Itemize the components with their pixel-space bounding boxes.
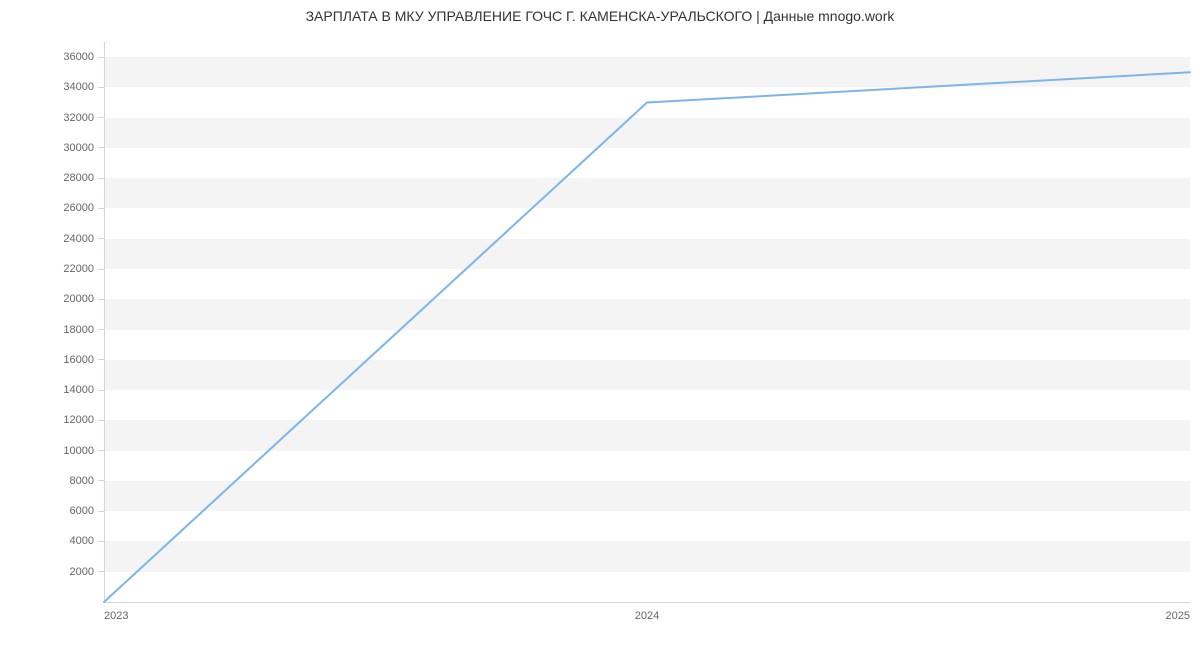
y-tick-label: 16000	[34, 354, 94, 366]
y-tick-label: 22000	[34, 263, 94, 275]
y-tick-label: 4000	[34, 535, 94, 547]
y-tick-label: 34000	[34, 81, 94, 93]
y-tick-label: 12000	[34, 414, 94, 426]
x-tick-label: 2023	[104, 610, 128, 622]
y-tick-label: 36000	[34, 51, 94, 63]
y-tick-label: 8000	[34, 475, 94, 487]
x-tick-label: 2024	[635, 610, 659, 622]
y-tick-label: 6000	[34, 505, 94, 517]
y-tick-label: 24000	[34, 233, 94, 245]
y-tick-label: 32000	[34, 112, 94, 124]
y-tick-label: 18000	[34, 324, 94, 336]
plot-area: 2000400060008000100001200014000160001800…	[104, 42, 1190, 602]
salary-line-chart: ЗАРПЛАТА В МКУ УПРАВЛЕНИЕ ГОЧС Г. КАМЕНС…	[0, 0, 1200, 650]
series-line	[104, 42, 1190, 602]
y-tick-label: 2000	[34, 566, 94, 578]
y-tick-label: 10000	[34, 445, 94, 457]
y-tick-label: 26000	[34, 202, 94, 214]
x-tick-label: 2025	[1166, 610, 1190, 622]
chart-title: ЗАРПЛАТА В МКУ УПРАВЛЕНИЕ ГОЧС Г. КАМЕНС…	[0, 8, 1200, 24]
y-tick-label: 20000	[34, 293, 94, 305]
y-tick-label: 30000	[34, 142, 94, 154]
y-tick-label: 28000	[34, 172, 94, 184]
x-axis-line	[104, 602, 1190, 603]
y-tick-label: 14000	[34, 384, 94, 396]
